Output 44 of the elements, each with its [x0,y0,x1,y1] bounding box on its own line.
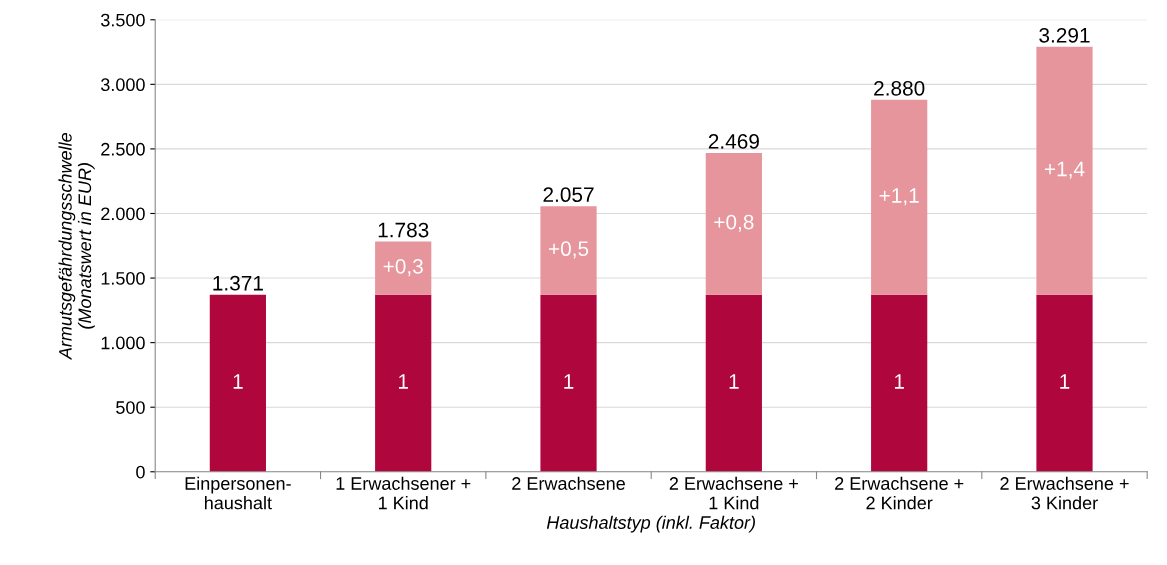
y-axis-title: Armutsgefährdungsschwelle (Monatswert in EUR) [58,133,95,361]
annotation: +1,4 [1044,161,1085,179]
annotation: 1 [398,374,408,389]
x-tick-label: 1 Erwachsener + 1 Kind [336,476,471,510]
annotation: +0,8 [714,214,754,232]
total-label: 1.783 [378,222,429,238]
x-tick-label: 2 Erwachsene + 1 Kind [669,476,798,510]
total-label: 2.880 [874,80,925,96]
y-tick-label: 2.500 [101,142,145,156]
annotation: 1 [233,374,243,389]
annotation: 1 [564,374,574,389]
x-tick-label: Einpersonen- haushalt [185,476,291,510]
x-tick-label: 2 Erwachsene [512,476,625,490]
total-label: 1.371 [213,275,263,291]
bar [871,99,928,295]
annotation: 1 [1060,374,1070,389]
bar [375,241,432,295]
total-label: 2.057 [543,187,594,203]
y-tick-label: 0 [136,465,145,479]
x-tick-label: 2 Erwachsene + 2 Kinder [835,476,964,510]
annotation: +0,5 [548,241,589,259]
total-label: 3.291 [1039,27,1090,43]
x-tick-label: 2 Erwachsene + 3 Kinder [1000,476,1129,510]
bar [1036,46,1093,295]
bar [540,294,597,472]
y-tick-label: 2.000 [101,207,145,221]
bar [540,206,597,295]
bar [375,294,432,472]
x-axis-title: Haushaltstyp (inkl. Faktor) [546,515,755,533]
bar [705,294,762,472]
annotation: +1,1 [879,188,919,206]
y-tick-label: 1.500 [101,272,145,285]
y-tick-label: 3.000 [101,78,145,92]
bar [871,294,928,472]
y-tick-label: 3.500 [101,13,145,27]
annotation: 1 [729,374,739,389]
bar [209,294,266,472]
total-label: 2.469 [708,134,759,149]
annotation: +0,3 [383,258,423,277]
bar [1036,294,1093,472]
y-tick-label: 500 [116,401,145,414]
y-tick-label: 1.000 [101,336,145,350]
annotation: 1 [894,374,904,389]
bar [705,152,762,295]
